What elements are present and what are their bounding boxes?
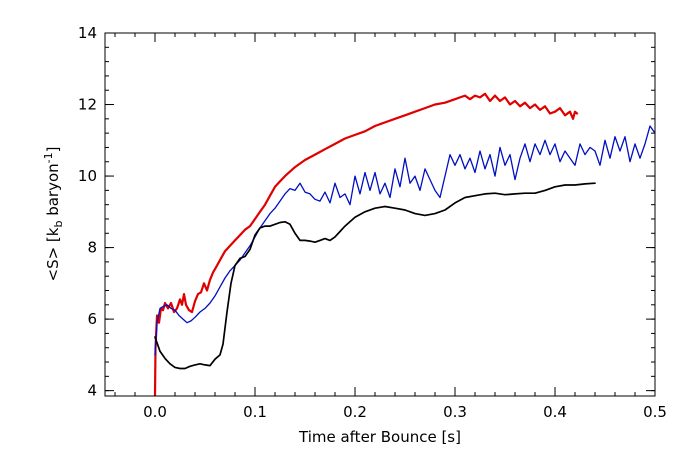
- plot-frame: [104, 32, 656, 397]
- y-tick-label: 12: [78, 96, 97, 114]
- y-tick-label: 8: [87, 239, 97, 257]
- x-tick-label: 0.2: [343, 403, 367, 421]
- series-group: [153, 92, 655, 396]
- y-tick-label: 6: [87, 310, 97, 328]
- y-tick-label: 14: [78, 24, 97, 42]
- x-tick-labels: 0.0 0.1 0.2 0.3 0.4 0.5: [143, 403, 667, 421]
- y-axis-title-mid: baryon: [44, 163, 62, 220]
- y-tick-labels: 4 6 8 10 12 14: [78, 24, 97, 400]
- y-axis-title-suffix: ]: [44, 147, 62, 153]
- x-axis-title: Time after Bounce [s]: [298, 428, 461, 446]
- y-tick-label: 10: [78, 167, 97, 185]
- series-line-1: [153, 92, 579, 396]
- x-tick-label: 0.4: [543, 403, 567, 421]
- x-tick-label: 0.0: [143, 403, 167, 421]
- series-line-2: [154, 125, 655, 356]
- x-tick-label: 0.1: [243, 403, 267, 421]
- y-tick-label: 4: [87, 382, 97, 400]
- y-axis-title: <S> [kb baryon-1]: [42, 147, 65, 282]
- x-tick-label: 0.3: [443, 403, 467, 421]
- series-line-3: [154, 182, 596, 370]
- x-tick-label: 0.5: [643, 403, 667, 421]
- y-axis-title-prefix: <S> [k: [44, 227, 62, 281]
- axis-ticks: [105, 32, 656, 396]
- y-axis-title-subscript: b: [52, 221, 65, 228]
- y-axis-title-superscript: -1: [42, 152, 55, 163]
